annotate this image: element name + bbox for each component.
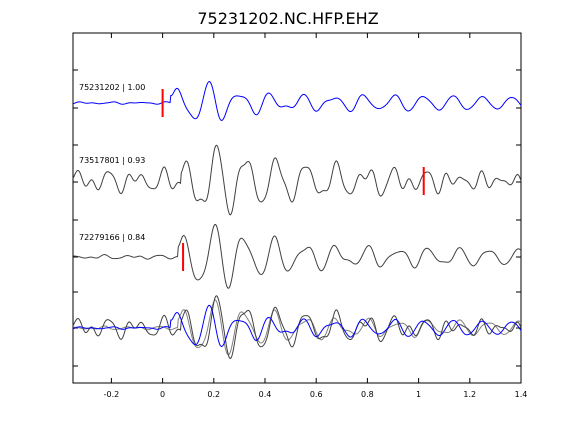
x-tick-label: 0.6: [310, 390, 323, 399]
trace-label: 72279166 | 0.84: [79, 233, 145, 242]
trace-2-line: [72, 144, 522, 216]
pick-markers: [161, 89, 425, 271]
x-tick-label: 1: [416, 390, 421, 399]
trace-1-line: [72, 81, 522, 122]
x-tick-label: 0.4: [259, 390, 272, 399]
x-ticks: -0.2 0 0.2 0.4 0.6 0.8 1 1.2 1.4: [104, 33, 528, 399]
trace-labels: 75231202 | 1.00 73517801 | 0.93 72279166 |…: [79, 83, 145, 242]
traces: [72, 81, 522, 360]
x-tick-label: -0.2: [104, 390, 120, 399]
chart-title: 75231202.NC.HFP.EHZ: [197, 9, 378, 28]
trace-label: 73517801 | 0.93: [79, 156, 145, 165]
x-tick-label: 0: [160, 390, 165, 399]
x-tick-label: 1.4: [515, 390, 528, 399]
x-tick-label: 0.8: [361, 390, 374, 399]
trace-label: 75231202 | 1.00: [79, 83, 145, 92]
trace-3-line: [72, 224, 522, 289]
y-ticks: [73, 69, 521, 367]
x-tick-label: 1.2: [463, 390, 476, 399]
overlay-trace-2: [72, 295, 522, 360]
overlay-trace-1: [72, 304, 522, 348]
x-tick-label: 0.2: [207, 390, 220, 399]
plot-frame: [72, 32, 522, 384]
